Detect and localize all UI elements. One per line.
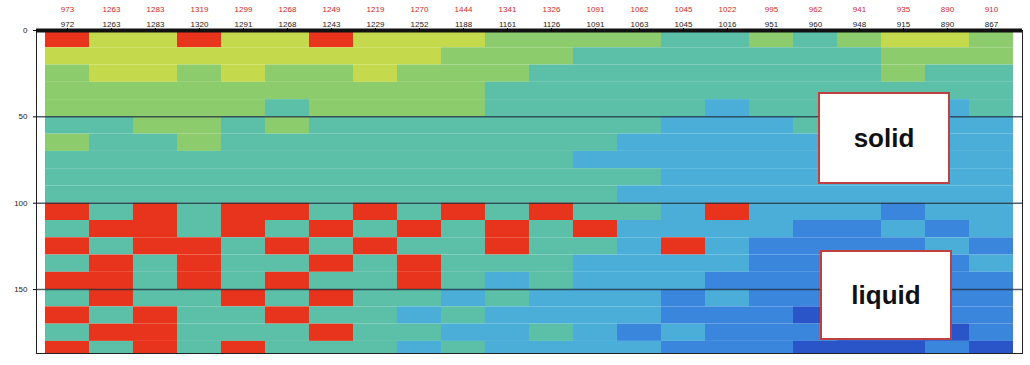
svg-text:1063: 1063: [631, 20, 649, 29]
svg-text:1299: 1299: [235, 5, 253, 14]
svg-text:1091: 1091: [587, 20, 605, 29]
svg-text:1263: 1263: [103, 5, 121, 14]
svg-text:890: 890: [941, 5, 955, 14]
svg-text:1229: 1229: [367, 20, 385, 29]
svg-text:910: 910: [985, 5, 999, 14]
svg-text:972: 972: [61, 20, 75, 29]
svg-text:1045: 1045: [675, 5, 693, 14]
svg-text:1270: 1270: [411, 5, 429, 14]
svg-text:1283: 1283: [147, 20, 165, 29]
svg-text:1045: 1045: [675, 20, 693, 29]
svg-text:1249: 1249: [323, 5, 341, 14]
html-text:liquid: liquid: [851, 279, 921, 310]
svg-text:0: 0: [23, 26, 28, 35]
svg-text:1016: 1016: [719, 20, 737, 29]
svg-text:995: 995: [765, 5, 779, 14]
svg-text:867: 867: [985, 20, 999, 29]
svg-text:960: 960: [809, 20, 823, 29]
svg-text:1268: 1268: [279, 5, 297, 14]
svg-text:1319: 1319: [191, 5, 209, 14]
svg-text:1243: 1243: [323, 20, 341, 29]
svg-text:1320: 1320: [191, 20, 209, 29]
svg-text:1091: 1091: [587, 5, 605, 14]
svg-text:973: 973: [61, 5, 75, 14]
svg-text:1291: 1291: [235, 20, 253, 29]
svg-text:951: 951: [765, 20, 779, 29]
svg-text:1022: 1022: [719, 5, 737, 14]
svg-text:1283: 1283: [147, 5, 165, 14]
svg-text:50: 50: [19, 112, 28, 121]
svg-text:1252: 1252: [411, 20, 429, 29]
svg-text:1188: 1188: [455, 20, 473, 29]
svg-text:1219: 1219: [367, 5, 385, 14]
svg-text:1126: 1126: [543, 20, 561, 29]
svg-text:150: 150: [14, 285, 28, 294]
svg-text:1263: 1263: [103, 20, 121, 29]
html-text:solid: solid: [853, 122, 915, 153]
svg-text:1062: 1062: [631, 5, 649, 14]
svg-text:962: 962: [809, 5, 823, 14]
svg-text:941: 941: [853, 5, 867, 14]
svg-text:1341: 1341: [499, 5, 517, 14]
svg-text:935: 935: [897, 5, 911, 14]
svg-text:1161: 1161: [499, 20, 517, 29]
svg-text:915: 915: [897, 20, 911, 29]
svg-text:1444: 1444: [455, 5, 473, 14]
svg-text:1326: 1326: [543, 5, 561, 14]
svg-text:948: 948: [853, 20, 867, 29]
svg-text:1268: 1268: [279, 20, 297, 29]
svg-text:890: 890: [941, 20, 955, 29]
svg-text:100: 100: [14, 199, 28, 208]
